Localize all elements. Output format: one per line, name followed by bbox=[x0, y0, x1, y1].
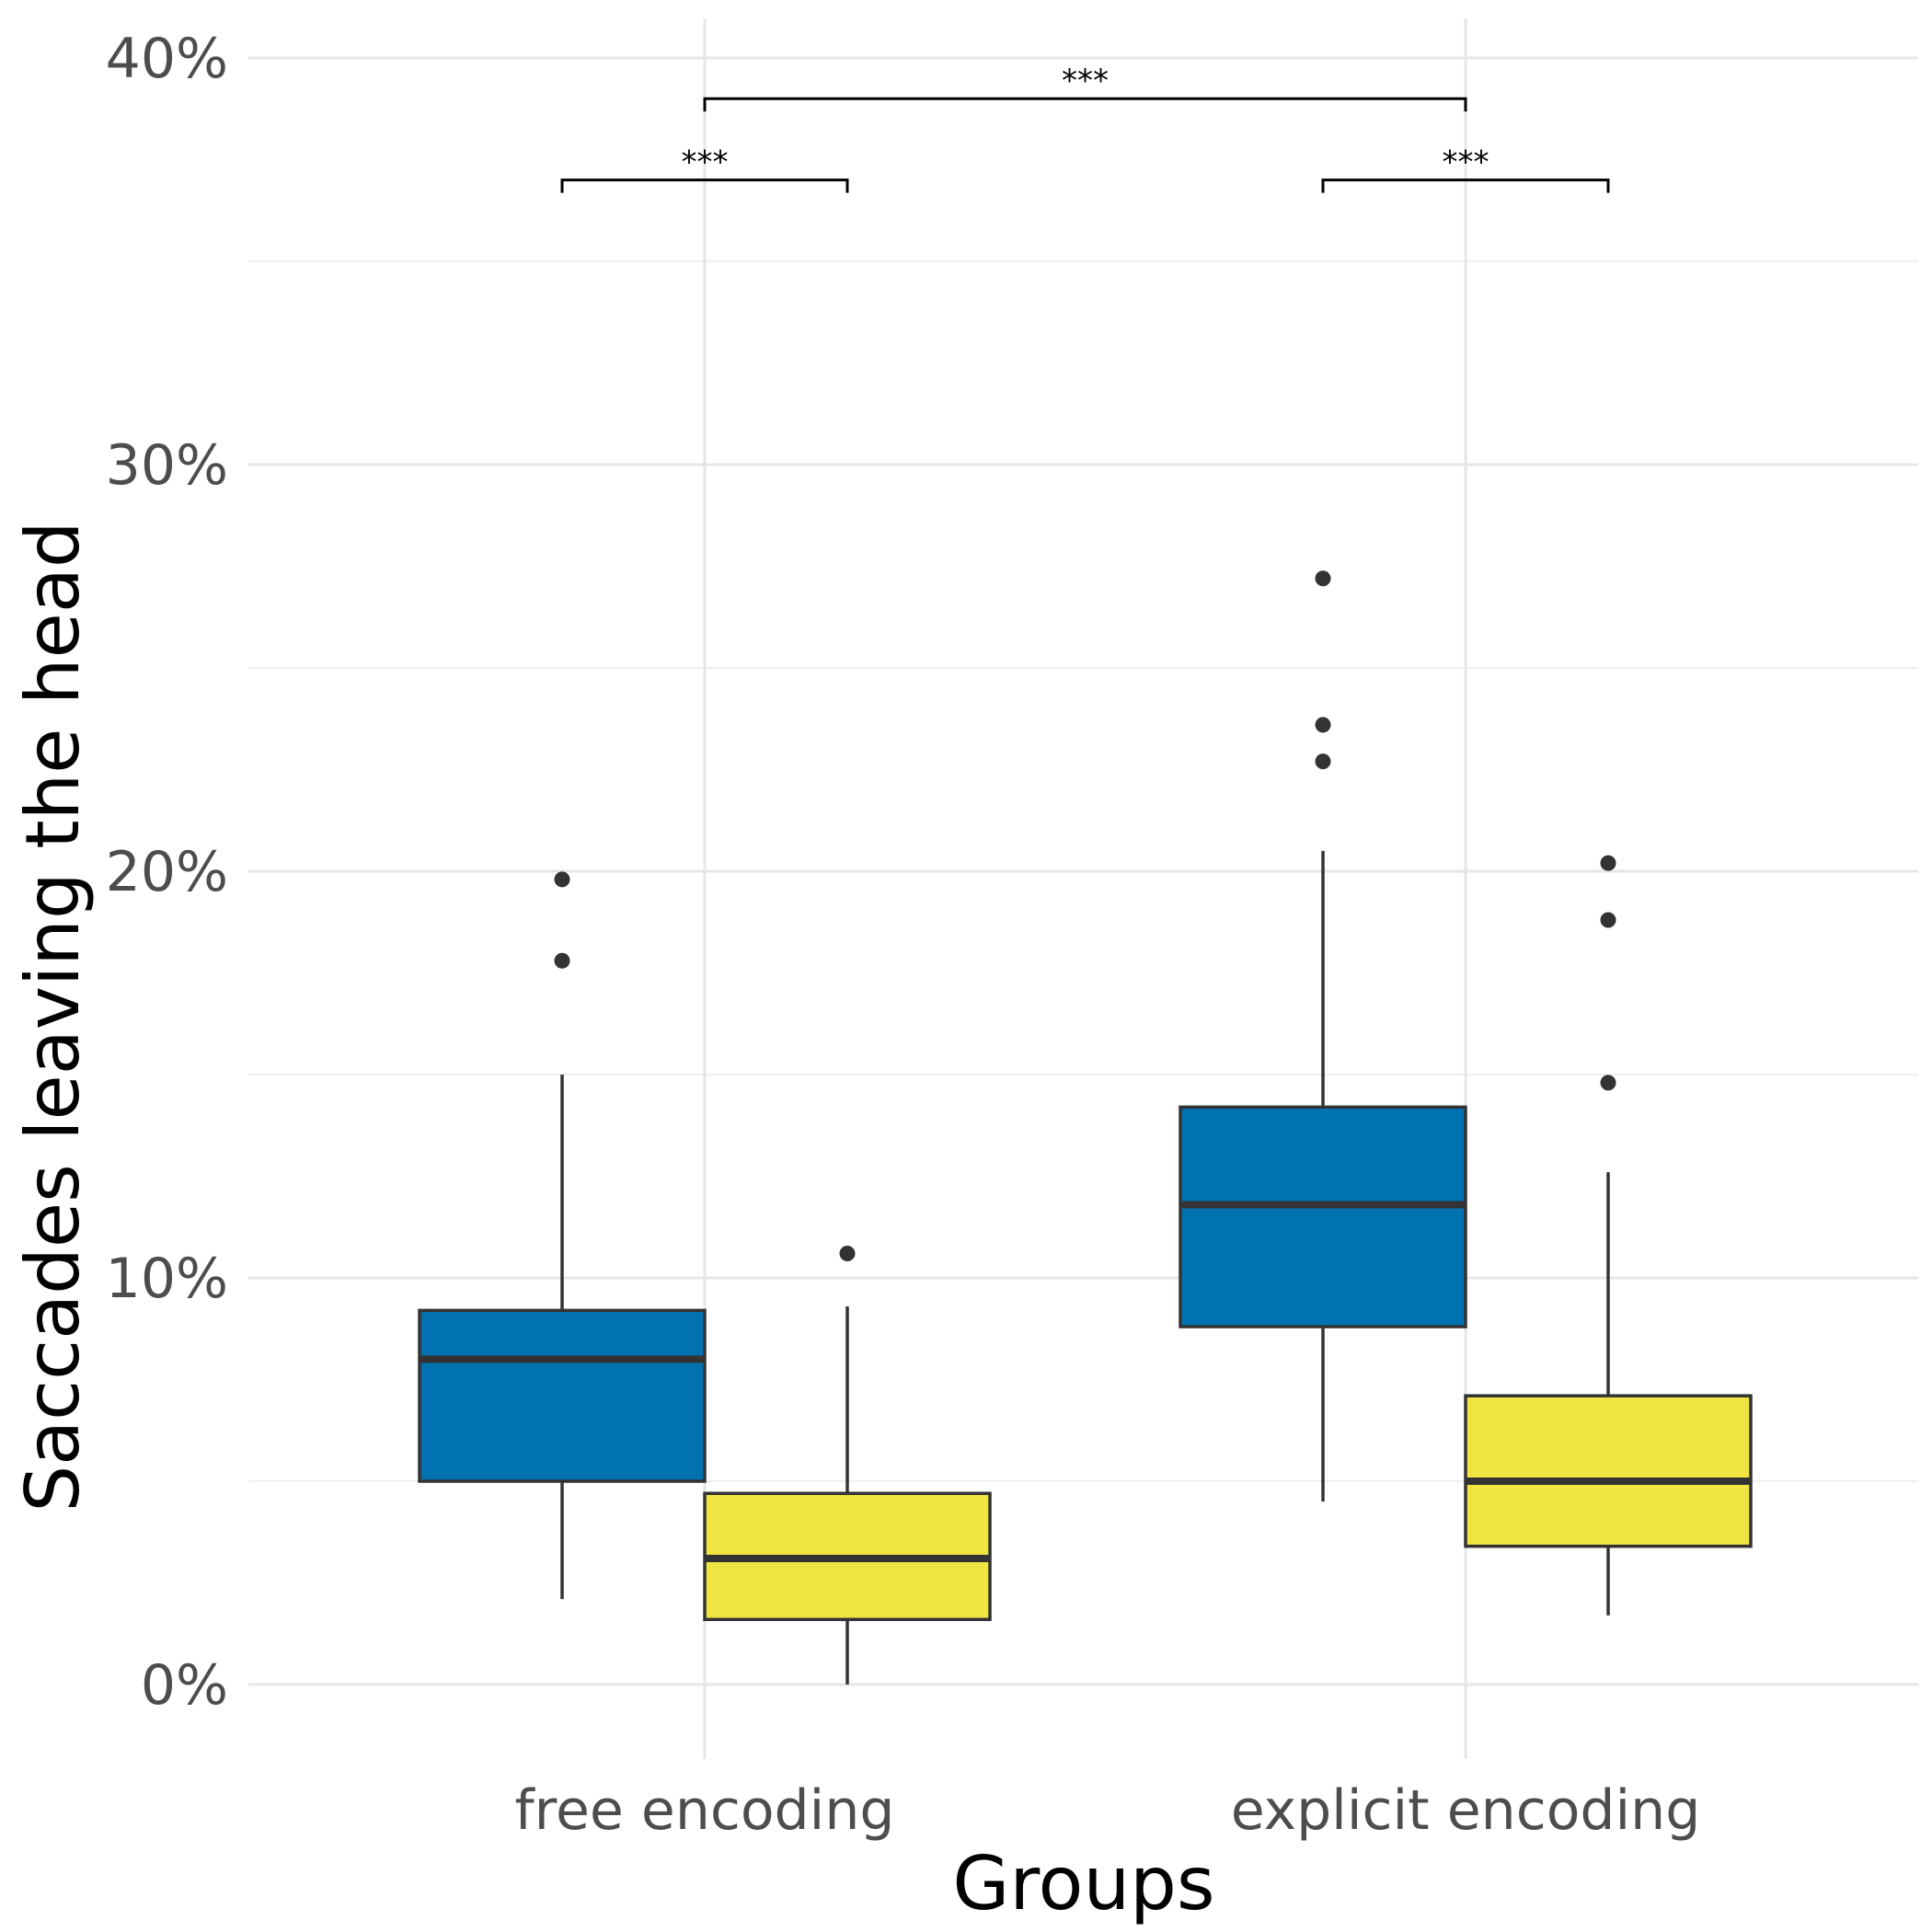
significance-label: *** bbox=[682, 144, 729, 181]
outlier-point bbox=[1600, 912, 1616, 928]
outlier-point bbox=[554, 871, 570, 888]
outlier-point bbox=[554, 952, 570, 969]
box-layer bbox=[418, 570, 1753, 1685]
box bbox=[1179, 1105, 1467, 1328]
box bbox=[418, 1308, 707, 1483]
x-tick-label: free encoding bbox=[515, 1778, 895, 1843]
tick-label-layer: 0% 10% 20% 30% 40% free encoding explicit enco… bbox=[106, 27, 1701, 1843]
x-tick-label: explicit encoding bbox=[1231, 1778, 1701, 1843]
y-tick-label: 30% bbox=[106, 433, 228, 498]
outlier-point bbox=[1600, 855, 1616, 871]
y-tick-label: 10% bbox=[106, 1247, 228, 1311]
significance-bracket bbox=[703, 97, 1467, 112]
y-tick-label: 20% bbox=[106, 840, 228, 904]
box bbox=[1464, 1394, 1753, 1548]
significance-layer: *** *** *** bbox=[560, 63, 1610, 193]
outlier-point bbox=[1600, 1075, 1616, 1091]
outlier-point bbox=[1315, 570, 1331, 587]
significance-label: *** bbox=[1062, 63, 1109, 99]
y-axis-title: Saccades leaving the head bbox=[10, 521, 96, 1512]
x-axis-title: Groups bbox=[952, 1841, 1214, 1926]
y-tick-label: 0% bbox=[141, 1653, 228, 1718]
significance-label: *** bbox=[1443, 144, 1489, 181]
y-tick-label: 40% bbox=[106, 27, 228, 91]
outlier-point bbox=[1315, 753, 1331, 770]
significance-bracket bbox=[560, 178, 849, 193]
outlier-point bbox=[839, 1245, 856, 1261]
outlier-point bbox=[1315, 717, 1331, 733]
significance-bracket bbox=[1321, 178, 1610, 193]
